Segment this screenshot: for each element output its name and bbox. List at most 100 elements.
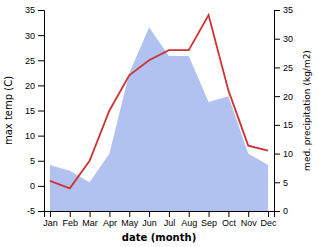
tick-mark <box>274 96 280 97</box>
tick-label: Apr <box>103 218 117 228</box>
tick-mark <box>38 161 44 162</box>
tick-label: 15 <box>283 120 293 130</box>
tick: 25 <box>274 63 293 73</box>
y2-axis: 0 5 10 15 20 25 30 35 <box>274 5 293 216</box>
tick-mark <box>274 125 280 126</box>
tick: Oct <box>222 211 237 228</box>
tick-label: -5 <box>27 206 35 216</box>
tick: 35 <box>25 5 44 15</box>
tick-label: 10 <box>25 131 35 141</box>
tick-label: Jun <box>142 218 157 228</box>
tick-label: 35 <box>25 5 35 15</box>
tick-label: 30 <box>283 34 293 44</box>
tick-label: Sep <box>201 218 217 228</box>
tick-label: 5 <box>283 178 288 188</box>
tick: 35 <box>274 5 293 15</box>
tick-mark <box>38 35 44 36</box>
tick-label: Oct <box>222 218 237 228</box>
tick-mark <box>38 136 44 137</box>
temp-line <box>50 15 268 188</box>
tick-label: Feb <box>63 218 79 228</box>
tick: 10 <box>274 149 293 159</box>
tick-mark <box>209 211 210 217</box>
tick-mark <box>149 211 150 217</box>
tick: Feb <box>63 211 79 228</box>
tick-mark <box>38 186 44 187</box>
tick: 0 <box>274 206 288 216</box>
tick-label: 25 <box>25 56 35 66</box>
y2-axis-title: med. precipitation (kg/m2) <box>302 50 312 171</box>
tick: Apr <box>103 211 117 228</box>
tick-mark <box>274 211 280 212</box>
tick: May <box>121 211 139 228</box>
tick: 25 <box>25 56 44 66</box>
tick-mark <box>90 211 91 217</box>
marks <box>50 15 268 211</box>
tick: 20 <box>274 92 293 102</box>
x-axis: Jan FebMar Apr MayJun Jul Aug Sep Oct NovDec <box>43 211 277 228</box>
tick: 10 <box>25 131 44 141</box>
tick-mark <box>228 211 229 217</box>
tick: 15 <box>274 120 293 130</box>
tick: 30 <box>274 34 293 44</box>
axis-line <box>38 11 45 212</box>
tick-mark <box>274 39 280 40</box>
tick-label: Aug <box>181 218 197 228</box>
tick: Mar <box>82 211 98 228</box>
y-axis: -5 0 5 10 15 20 25 30 35 <box>25 5 45 216</box>
tick: Dec <box>261 211 278 228</box>
tick-label: 25 <box>283 63 293 73</box>
tick-label: Dec <box>261 218 278 228</box>
tick-label: Jan <box>43 218 58 228</box>
tick: Aug <box>181 211 197 228</box>
tick-label: Nov <box>241 218 258 228</box>
plot-area: Jan FebMar Apr MayJun Jul Aug Sep Oct NovDec -5 0 5… <box>25 5 293 228</box>
tick-mark <box>189 211 190 217</box>
tick-label: 30 <box>25 31 35 41</box>
tick-mark <box>169 211 170 217</box>
tick-mark <box>38 85 44 86</box>
tick-mark <box>50 211 51 217</box>
tick-mark <box>274 10 280 11</box>
tick-mark <box>38 10 44 11</box>
x-axis-title: date (month) <box>122 232 196 243</box>
chart: Jan FebMar Apr MayJun Jul Aug Sep Oct NovDec -5 0 5… <box>0 0 318 247</box>
tick: Jul <box>164 211 176 228</box>
axis-line <box>275 11 281 212</box>
tick-mark <box>274 182 280 183</box>
tick-mark <box>38 211 44 212</box>
tick-label: May <box>121 218 139 228</box>
tick: 5 <box>30 156 44 166</box>
tick-label: 15 <box>25 106 35 116</box>
tick-mark <box>38 60 44 61</box>
axis-line <box>45 212 275 218</box>
tick-label: 35 <box>283 5 293 15</box>
tick-mark <box>129 211 130 217</box>
tick: 15 <box>25 106 44 116</box>
tick-label: 5 <box>30 156 35 166</box>
tick-mark <box>248 211 249 217</box>
tick-label: 0 <box>30 181 35 191</box>
tick-label: 10 <box>283 149 293 159</box>
tick: 5 <box>274 178 288 188</box>
tick-label: 0 <box>283 206 288 216</box>
tick-mark <box>268 211 269 217</box>
tick-mark <box>70 211 71 217</box>
tick-mark <box>109 211 110 217</box>
tick: Jan <box>43 211 58 228</box>
tick-mark <box>38 111 44 112</box>
tick-mark <box>274 154 280 155</box>
tick-mark <box>274 67 280 68</box>
tick: Sep <box>201 211 217 228</box>
y-axis-title: max temp (C) <box>3 76 14 145</box>
tick: 30 <box>25 31 44 41</box>
tick-label: 20 <box>283 92 293 102</box>
tick: Nov <box>241 211 258 228</box>
tick-label: Jul <box>164 218 176 228</box>
tick-label: 20 <box>25 81 35 91</box>
tick: 20 <box>25 81 44 91</box>
tick: Jun <box>142 211 157 228</box>
tick: 0 <box>30 181 44 191</box>
tick-label: Mar <box>82 218 98 228</box>
tick: -5 <box>27 206 44 216</box>
